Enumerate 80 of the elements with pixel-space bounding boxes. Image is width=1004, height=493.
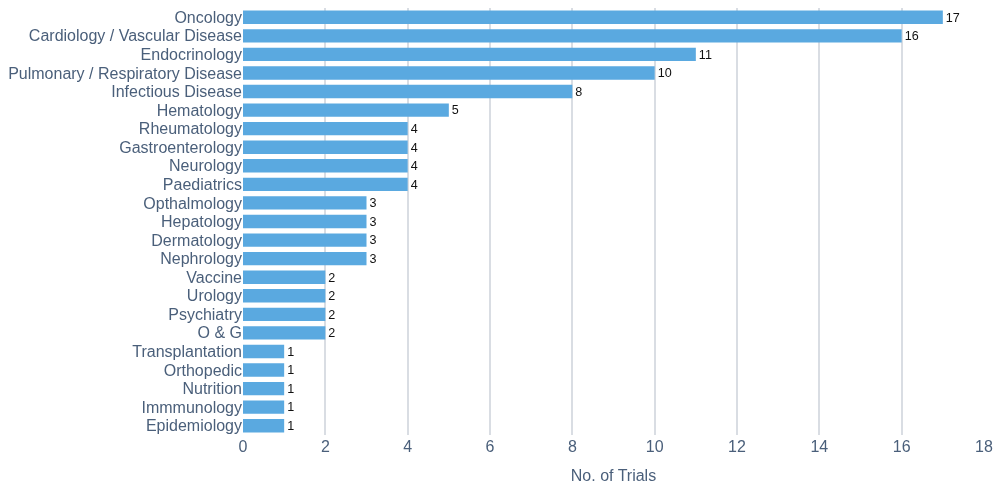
- y-tick-label: Hematology: [156, 101, 242, 119]
- y-tick-label: Pulmonary / Respiratory Disease: [8, 64, 243, 82]
- data-label: 1: [287, 344, 295, 359]
- data-label: 2: [328, 326, 336, 341]
- x-tick-label: 12: [728, 438, 746, 455]
- y-tick-label: Epidemiology: [145, 417, 242, 435]
- data-label: 2: [328, 289, 336, 304]
- x-tick-label: 16: [892, 438, 911, 455]
- y-tick-label: Urology: [186, 287, 242, 305]
- bar: [243, 344, 285, 359]
- data-label: 11: [698, 47, 712, 62]
- bar: [243, 84, 573, 99]
- data-label: 3: [369, 251, 377, 266]
- bar: [243, 177, 408, 192]
- y-tick-label: Endocrinology: [140, 46, 242, 64]
- x-axis-title: No. of Trials: [570, 466, 657, 484]
- bar: [243, 140, 408, 154]
- x-tick-label: 4: [403, 438, 413, 455]
- bar: [243, 289, 326, 303]
- y-tick-label: Neurology: [169, 157, 242, 175]
- bar: [243, 47, 696, 62]
- y-tick-label: O & G: [197, 324, 242, 342]
- data-label: 2: [328, 307, 336, 322]
- y-tick-label: Vaccine: [186, 268, 243, 286]
- y-tick-label: Opthalmology: [143, 194, 242, 212]
- data-label: 17: [945, 10, 960, 25]
- y-tick-label: Oncology: [174, 8, 242, 26]
- x-tick-label: 10: [645, 438, 664, 455]
- bar: [243, 159, 408, 173]
- data-label: 4: [410, 159, 418, 174]
- x-tick-label: 6: [485, 438, 495, 455]
- y-tick-label: Nutrition: [182, 380, 242, 398]
- data-label: 16: [904, 29, 919, 44]
- data-label: 10: [657, 66, 672, 81]
- x-tick-label: 14: [810, 438, 829, 455]
- bar: [243, 270, 326, 284]
- bar: [243, 121, 408, 136]
- y-tick-label: Gastroenterology: [119, 138, 242, 156]
- data-label: 3: [369, 196, 377, 211]
- bar: [243, 196, 367, 210]
- y-tick-label: Cardiology / Vascular Disease: [28, 27, 243, 45]
- bar: [243, 29, 902, 43]
- data-label: 5: [451, 103, 459, 118]
- x-tick-label: 18: [975, 438, 993, 455]
- bar: [243, 326, 326, 340]
- data-label: 1: [287, 419, 295, 434]
- bar: [243, 419, 285, 433]
- y-tick-label: Rheumatology: [138, 120, 242, 138]
- bar: [243, 381, 285, 396]
- bar: [243, 10, 943, 24]
- bar: [243, 66, 655, 80]
- bar: [243, 307, 326, 322]
- bar: [243, 363, 285, 377]
- data-label: 3: [369, 214, 377, 229]
- bar: [243, 251, 367, 266]
- data-label: 4: [410, 177, 418, 192]
- data-label: 4: [410, 140, 418, 155]
- x-tick-label: 2: [320, 438, 330, 455]
- x-tick-label: 0: [238, 438, 248, 455]
- data-label: 1: [287, 363, 295, 378]
- data-label: 4: [410, 122, 418, 136]
- y-tick-label: Paediatrics: [162, 175, 242, 193]
- y-tick-label: Infectious Disease: [111, 83, 243, 101]
- bar: [243, 233, 367, 247]
- bar: [243, 103, 449, 117]
- data-label: 1: [287, 381, 295, 396]
- y-tick-label: Nephrology: [160, 250, 242, 268]
- y-tick-label: Immmunology: [141, 398, 242, 416]
- bar: [243, 400, 285, 414]
- data-label: 3: [369, 233, 377, 248]
- y-tick-label: Dermatology: [151, 231, 242, 249]
- data-label: 8: [575, 84, 583, 99]
- data-label: 2: [328, 270, 336, 285]
- y-tick-label: Orthopedic: [163, 361, 242, 379]
- y-tick-label: Transplantation: [132, 343, 242, 361]
- data-label: 1: [287, 400, 295, 415]
- y-tick-label: Psychiatry: [168, 305, 242, 323]
- y-tick-label: Hepatology: [161, 213, 242, 231]
- x-tick-label: 8: [567, 438, 577, 455]
- bar: [243, 214, 367, 229]
